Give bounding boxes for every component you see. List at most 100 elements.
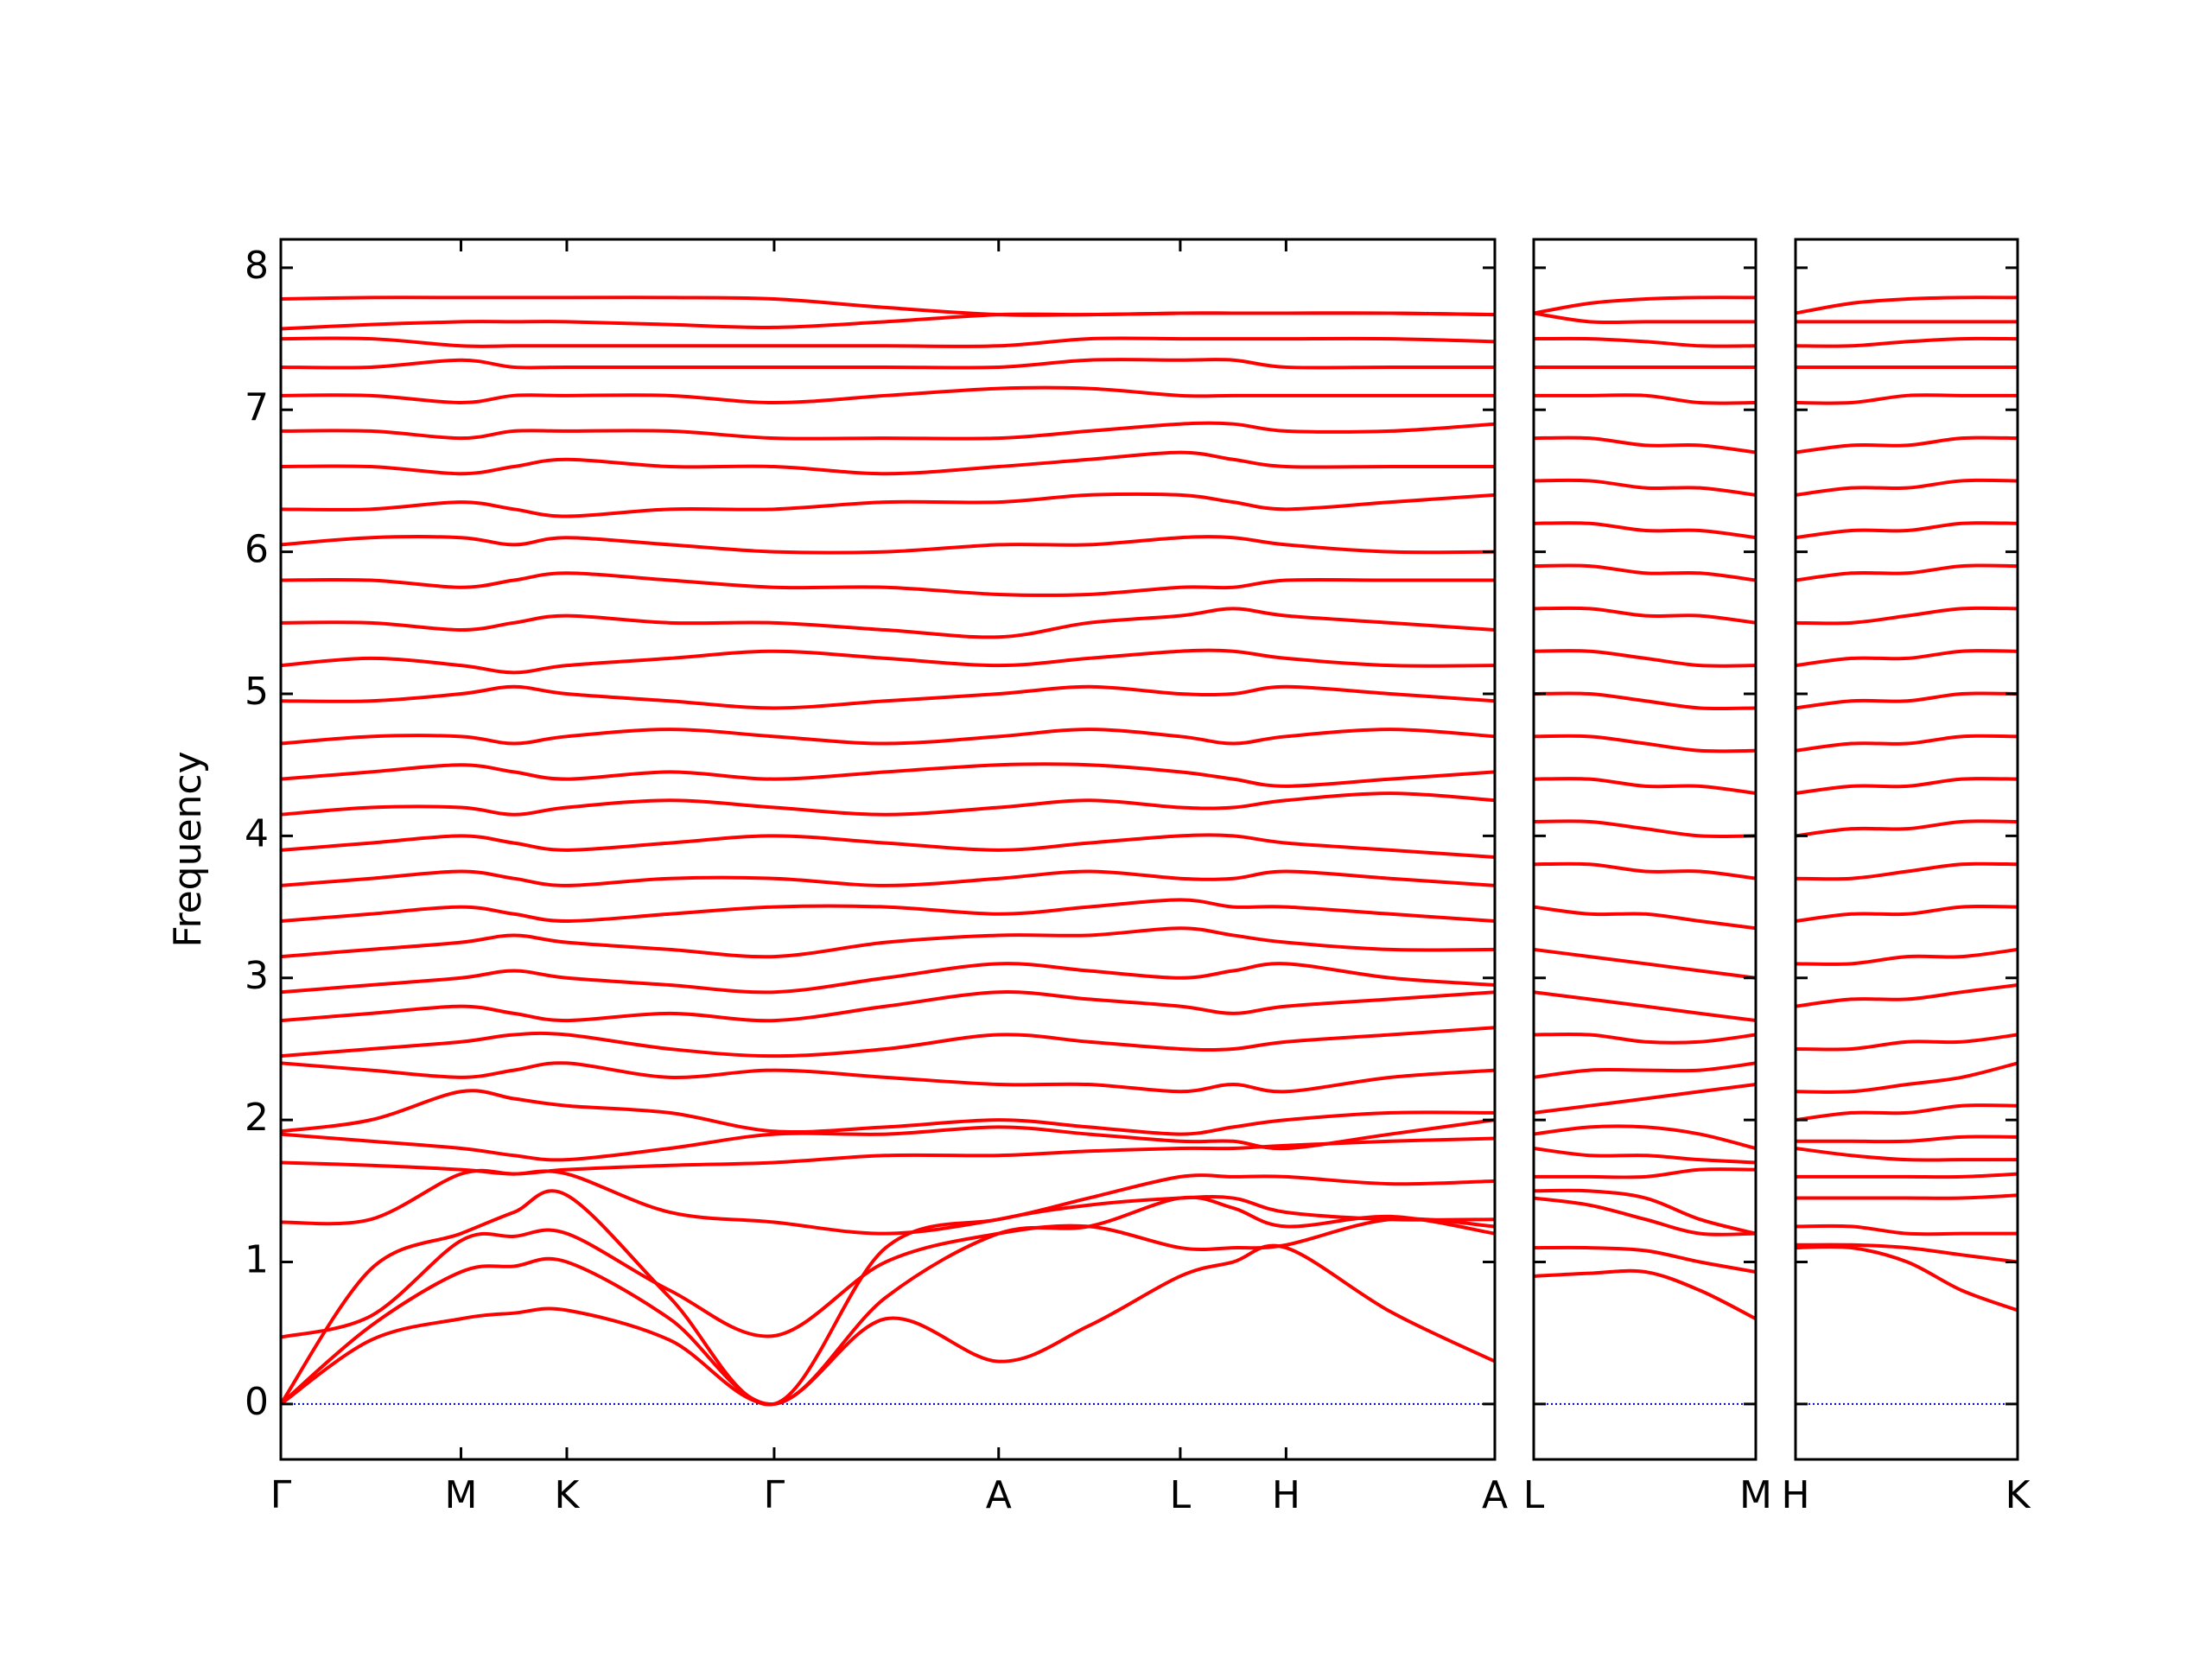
band-line bbox=[1534, 947, 1756, 980]
band-line bbox=[1796, 606, 2018, 626]
band-line bbox=[1534, 563, 1756, 582]
y-tick-label: 5 bbox=[245, 670, 269, 714]
y-tick-label: 0 bbox=[245, 1380, 269, 1424]
band-line bbox=[281, 421, 1495, 441]
band-line bbox=[281, 385, 1495, 405]
band-line bbox=[1796, 336, 2018, 348]
band-line bbox=[281, 1189, 1495, 1407]
band-line bbox=[1796, 296, 2018, 315]
x-tick-label: H bbox=[1272, 1473, 1300, 1517]
band-line bbox=[1534, 435, 1756, 454]
x-tick-label: A bbox=[1482, 1473, 1508, 1517]
band-line bbox=[1534, 819, 1756, 838]
band-line bbox=[1796, 691, 2018, 710]
y-tick-label: 6 bbox=[245, 528, 269, 572]
band-line bbox=[1534, 311, 1756, 325]
band-line bbox=[281, 926, 1495, 959]
band-line bbox=[1796, 1193, 2018, 1200]
band-line bbox=[1796, 734, 2018, 753]
band-line bbox=[1796, 435, 2018, 454]
band-line bbox=[1534, 990, 1756, 1023]
plot-frame bbox=[1794, 238, 2019, 1461]
band-line bbox=[281, 1026, 1495, 1058]
band-line bbox=[281, 358, 1495, 370]
band-line bbox=[1534, 1245, 1756, 1274]
band-line bbox=[281, 1217, 1495, 1339]
band-line bbox=[1534, 734, 1756, 753]
band-line bbox=[281, 311, 1495, 331]
band-line bbox=[281, 833, 1495, 860]
band-line bbox=[281, 898, 1495, 924]
x-tick-label: M bbox=[1739, 1473, 1772, 1517]
band-line bbox=[1534, 1147, 1756, 1165]
band-line bbox=[1796, 521, 2018, 540]
x-tick-label: L bbox=[1170, 1473, 1192, 1517]
plot-frame bbox=[1532, 238, 1758, 1461]
band-line bbox=[1534, 336, 1756, 348]
band-line bbox=[1796, 1103, 2018, 1122]
band-line bbox=[1796, 1224, 2018, 1236]
band-line bbox=[1796, 982, 2018, 1008]
band-line bbox=[1796, 1147, 2018, 1162]
band-line bbox=[1534, 1167, 1756, 1179]
band-line bbox=[281, 648, 1495, 675]
band-line bbox=[281, 296, 1495, 317]
band-line bbox=[281, 762, 1495, 788]
band-line bbox=[281, 990, 1495, 1023]
band-line bbox=[281, 791, 1495, 817]
band-line bbox=[281, 728, 1495, 746]
band-line bbox=[1796, 1061, 2018, 1094]
band-line bbox=[1796, 478, 2018, 497]
band-line bbox=[1534, 1061, 1756, 1079]
x-tick-label: K bbox=[555, 1473, 581, 1517]
band-line bbox=[1534, 1083, 1756, 1115]
band-line bbox=[1796, 904, 2018, 923]
y-tick-label: 2 bbox=[245, 1096, 269, 1140]
band-line bbox=[1796, 393, 2018, 405]
x-tick-label: A bbox=[986, 1473, 1012, 1517]
y-tick-label: 7 bbox=[245, 385, 269, 429]
y-tick-label: 8 bbox=[245, 244, 269, 288]
band-line bbox=[1534, 606, 1756, 625]
band-line bbox=[1534, 691, 1756, 711]
band-line bbox=[1796, 1172, 2018, 1179]
band-line bbox=[281, 450, 1495, 476]
band-line bbox=[1534, 1124, 1756, 1150]
band-line bbox=[1796, 1243, 2018, 1264]
band-line bbox=[1796, 819, 2018, 838]
band-line bbox=[281, 1118, 1495, 1162]
band-line bbox=[1534, 1268, 1756, 1321]
band-line bbox=[281, 535, 1495, 555]
band-line bbox=[1534, 1032, 1756, 1045]
x-tick-label: K bbox=[2005, 1473, 2031, 1517]
band-line bbox=[1796, 1033, 2018, 1052]
band-line bbox=[281, 1136, 1495, 1176]
band-line bbox=[1534, 393, 1756, 405]
x-tick-label: M bbox=[445, 1473, 478, 1517]
band-line bbox=[1534, 649, 1756, 668]
band-line bbox=[281, 571, 1495, 597]
band-line bbox=[281, 962, 1495, 995]
band-line bbox=[281, 1061, 1495, 1094]
band-line bbox=[1796, 947, 2018, 966]
band-line bbox=[281, 684, 1495, 710]
band-line bbox=[1796, 777, 2018, 796]
band-line bbox=[1534, 1188, 1756, 1236]
plot-frame bbox=[279, 238, 1497, 1461]
x-tick-label: L bbox=[1523, 1473, 1545, 1517]
x-tick-label: H bbox=[1781, 1473, 1809, 1517]
band-line bbox=[1796, 861, 2018, 881]
band-line bbox=[1534, 777, 1756, 796]
band-line bbox=[1534, 478, 1756, 497]
band-line bbox=[1796, 563, 2018, 582]
band-line bbox=[1796, 649, 2018, 668]
band-line bbox=[1534, 905, 1756, 931]
band-line bbox=[281, 336, 1495, 348]
x-tick-label: Γ bbox=[270, 1473, 292, 1517]
band-line bbox=[1796, 1244, 2018, 1313]
band-line bbox=[1534, 861, 1756, 880]
band-line bbox=[281, 607, 1495, 639]
band-line bbox=[1796, 1135, 2018, 1144]
band-line bbox=[281, 869, 1495, 887]
